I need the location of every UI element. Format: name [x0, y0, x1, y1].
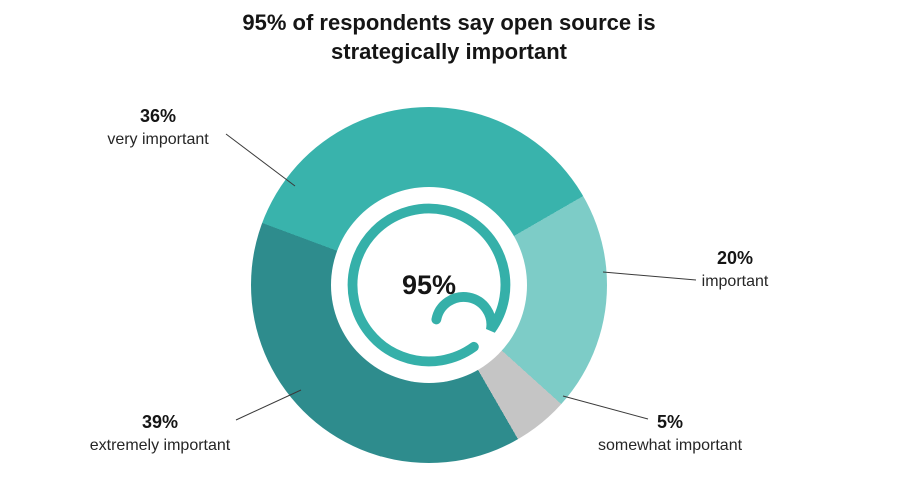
- callout-extremely-important-percent: 39%: [141, 412, 179, 432]
- chart-title-line1: 95% of respondents say open source is: [242, 10, 656, 35]
- chart-title: 95% of respondents say open source is st…: [0, 8, 898, 66]
- callout-extremely-important: 39% extremely important: [65, 412, 255, 455]
- callout-important: 20% important: [645, 248, 825, 291]
- callout-important-percent: 20%: [716, 248, 754, 268]
- chart-title-line2: strategically important: [331, 39, 567, 65]
- callout-somewhat-important-percent: 5%: [656, 412, 683, 432]
- donut-hole: 95%: [331, 187, 527, 383]
- center-value-label: 95%: [401, 269, 457, 300]
- callout-very-important-label: very important: [107, 131, 209, 148]
- center-gauge-arc-icon: [347, 203, 511, 367]
- callout-important-label: important: [701, 273, 769, 290]
- callout-somewhat-important-label: somewhat important: [597, 437, 743, 454]
- donut-chart: 95%: [251, 107, 607, 463]
- gauge-arc-path: [347, 203, 511, 367]
- callout-very-important: 36% very important: [58, 106, 258, 149]
- callout-very-important-percent: 36%: [139, 106, 177, 126]
- callout-somewhat-important: 5% somewhat important: [575, 412, 765, 455]
- callout-extremely-important-label: extremely important: [89, 437, 231, 454]
